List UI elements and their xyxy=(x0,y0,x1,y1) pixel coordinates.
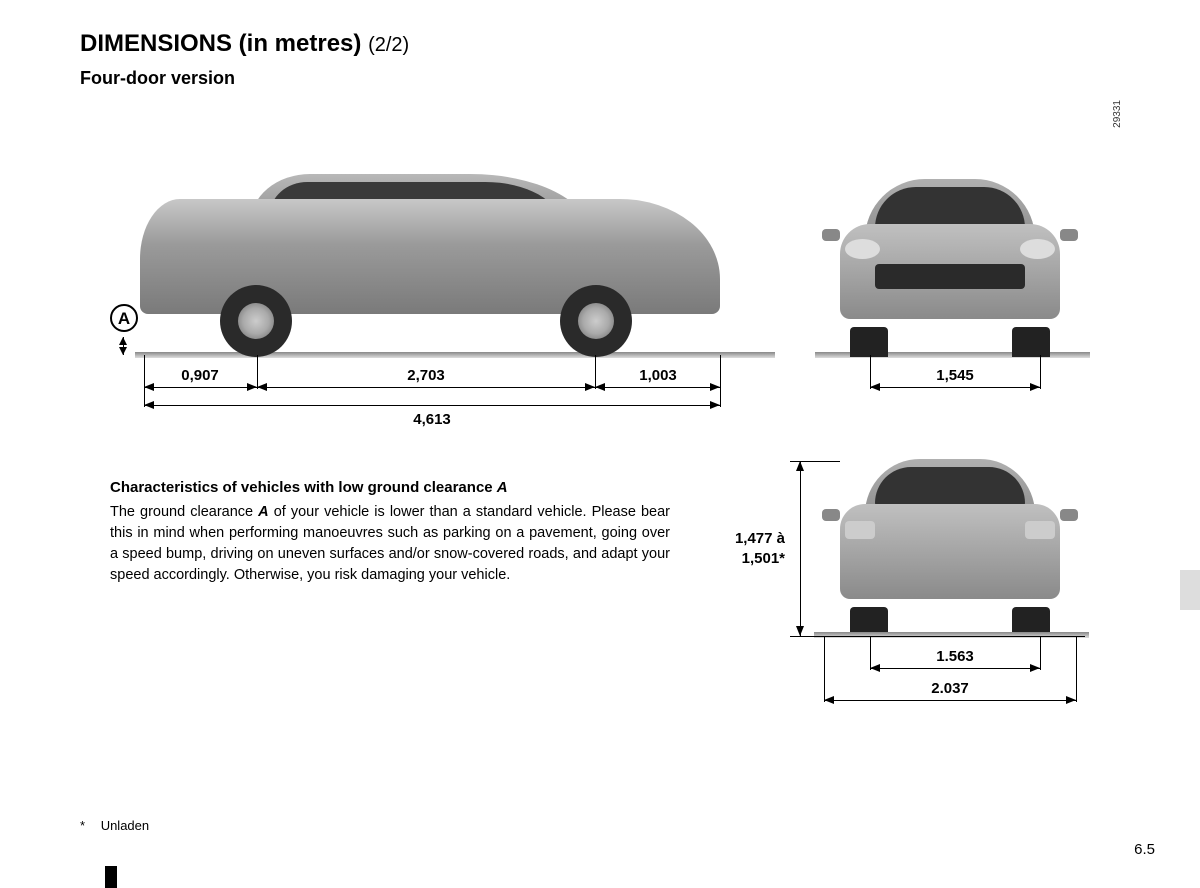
dim-wheelbase: 2,703 xyxy=(407,367,445,384)
clearance-body-A: A xyxy=(258,504,268,520)
footnote-text: Unladen xyxy=(101,818,149,833)
dim-arrow-icon xyxy=(257,387,595,388)
clearance-note: Characteristics of vehicles with low gro… xyxy=(110,479,670,586)
reference-number: 29331 xyxy=(1112,100,1123,128)
dim-tick xyxy=(824,636,825,702)
clearance-body: The ground clearance A of your vehicle i… xyxy=(110,502,670,586)
mirror-right-icon xyxy=(1060,509,1078,521)
dim-total-length: 4,613 xyxy=(413,411,451,428)
dim-rear-overhang: 1,003 xyxy=(639,367,677,384)
clearance-body-prefix: The ground clearance xyxy=(110,504,258,520)
car-body xyxy=(140,199,720,314)
page-tab-mark xyxy=(105,866,117,888)
mirror-right-icon xyxy=(1060,229,1078,241)
dim-overall-width: 2.037 xyxy=(931,680,969,697)
dim-tick xyxy=(1040,355,1041,389)
car-rear-window xyxy=(875,467,1025,507)
car-side-view xyxy=(140,179,720,354)
clearance-heading-text: Characteristics of vehicles with low gro… xyxy=(110,479,493,496)
mirror-left-icon xyxy=(822,229,840,241)
rear-wheel-icon xyxy=(560,285,632,357)
title-text: DIMENSIONS (in metres) xyxy=(80,30,361,57)
ground-shadow-rear xyxy=(814,632,1089,638)
taillight-right-icon xyxy=(1025,521,1055,539)
footnote: * Unladen xyxy=(80,818,149,833)
front-wheel-icon xyxy=(220,285,292,357)
dim-front-overhang: 0,907 xyxy=(181,367,219,384)
front-grille xyxy=(875,264,1025,289)
dim-tick xyxy=(144,355,145,407)
page: DIMENSIONS (in metres) (2/2) Four-door v… xyxy=(0,0,1200,888)
dim-arrow-vertical-icon xyxy=(800,461,801,636)
clearance-heading-A: A xyxy=(497,479,508,496)
car-rear-area: 1.563 2.037 xyxy=(820,439,1080,749)
taillight-left-icon xyxy=(845,521,875,539)
dim-tick xyxy=(720,355,721,407)
upper-diagrams: A xyxy=(80,119,1110,449)
car-front-view xyxy=(820,179,1080,354)
front-tire-right xyxy=(1012,327,1050,357)
ground-clearance-marker: A xyxy=(110,304,138,332)
dim-tick xyxy=(1040,636,1041,670)
footnote-marker: * xyxy=(80,818,85,833)
title-suffix: (2/2) xyxy=(368,34,409,56)
page-title: DIMENSIONS (in metres) (2/2) xyxy=(80,30,1120,58)
dim-arrow-icon xyxy=(824,700,1076,701)
ground-clearance-arrow-icon xyxy=(123,337,124,355)
car-rear-view xyxy=(820,459,1080,634)
page-number: 6.5 xyxy=(1134,841,1155,858)
dim-arrow-icon xyxy=(144,405,720,406)
side-tab xyxy=(1180,570,1200,610)
front-tire-left xyxy=(850,327,888,357)
car-body-rear xyxy=(840,504,1060,599)
dim-height-range: 1,477 à1,501* xyxy=(705,529,785,568)
lower-section: Characteristics of vehicles with low gro… xyxy=(80,459,1110,789)
dim-front-track: 1,545 xyxy=(936,367,974,384)
page-subtitle: Four-door version xyxy=(80,68,1120,89)
mirror-left-icon xyxy=(822,509,840,521)
dim-arrow-icon xyxy=(870,668,1040,669)
headlight-right-icon xyxy=(1020,239,1055,259)
dim-tick xyxy=(1076,636,1077,702)
dim-height-value: 1,477 à1,501* xyxy=(735,530,785,567)
dim-arrow-icon xyxy=(595,387,720,388)
clearance-heading: Characteristics of vehicles with low gro… xyxy=(110,479,670,496)
dim-rear-track: 1.563 xyxy=(936,648,974,665)
dim-arrow-icon xyxy=(870,387,1040,388)
headlight-left-icon xyxy=(845,239,880,259)
dim-arrow-icon xyxy=(144,387,257,388)
